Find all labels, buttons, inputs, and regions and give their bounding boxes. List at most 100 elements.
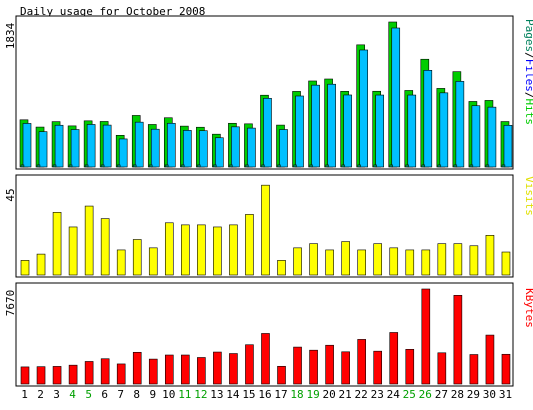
bar-files-day-1 <box>22 123 32 168</box>
bar-kbytes-day-13 <box>213 351 222 385</box>
bar-visits-day-22 <box>357 249 366 276</box>
legend-hits_files: Pages/Files/Hits <box>523 19 533 125</box>
bar-pages-day-16 <box>261 164 265 168</box>
bar-files-day-22 <box>359 49 368 168</box>
bar-pages-day-22 <box>357 164 361 168</box>
day-label-21: 21 <box>339 388 352 401</box>
legend-item-kbytes-0: KBytes <box>523 288 533 328</box>
bar-files-day-23 <box>375 94 385 168</box>
legend-item-hits_files-1: / <box>523 52 533 59</box>
bar-visits-day-29 <box>469 245 479 276</box>
bar-pages-day-5 <box>84 164 89 168</box>
bar-pages-day-10 <box>165 164 169 168</box>
bar-kbytes-day-17 <box>277 365 286 385</box>
bar-files-day-26 <box>423 70 433 168</box>
bar-files-day-20 <box>327 83 336 168</box>
bar-kbytes-day-14 <box>229 353 238 385</box>
bar-files-day-31 <box>503 125 513 168</box>
bar-visits-day-2 <box>36 253 46 276</box>
bar-visits-day-26 <box>421 249 431 276</box>
bar-files-day-3 <box>54 124 64 168</box>
bar-files-day-28 <box>455 81 465 168</box>
day-label-22: 22 <box>355 388 368 401</box>
bar-pages-day-14 <box>229 164 233 168</box>
bar-files-day-21 <box>343 94 352 168</box>
bar-visits-day-30 <box>485 235 495 276</box>
bar-pages-day-9 <box>149 164 153 168</box>
bar-files-day-14 <box>231 126 240 168</box>
bar-pages-day-25 <box>405 164 409 168</box>
bar-kbytes-day-9 <box>148 358 158 385</box>
legend-item-hits_files-4: Hits <box>523 99 533 126</box>
legend-item-visits-0: Visits <box>523 176 533 216</box>
bar-files-day-10 <box>166 122 176 168</box>
bar-visits-day-12 <box>197 224 206 276</box>
day-label-5: 5 <box>85 388 92 401</box>
day-label-20: 20 <box>322 388 335 401</box>
day-label-3: 3 <box>53 388 60 401</box>
bar-files-day-5 <box>86 124 96 168</box>
bar-pages-day-28 <box>453 164 458 168</box>
bar-visits-day-5 <box>84 205 94 276</box>
bar-pages-day-23 <box>373 164 377 168</box>
day-label-13: 13 <box>210 388 223 401</box>
bar-files-day-17 <box>279 129 288 168</box>
day-label-16: 16 <box>258 388 271 401</box>
legend-item-hits_files-3: / <box>523 92 533 99</box>
bar-files-day-18 <box>295 95 304 168</box>
bar-pages-day-31 <box>501 164 506 168</box>
bar-visits-day-8 <box>132 239 142 276</box>
day-label-30: 30 <box>483 388 496 401</box>
bar-files-day-8 <box>134 121 144 168</box>
bar-visits-day-25 <box>405 249 415 276</box>
bar-kbytes-day-6 <box>100 358 110 385</box>
bar-kbytes-day-16 <box>261 333 270 385</box>
bar-visits-day-17 <box>277 260 286 276</box>
bar-pages-day-21 <box>341 164 345 168</box>
day-label-9: 9 <box>149 388 156 401</box>
bar-pages-day-30 <box>485 164 490 168</box>
bar-files-day-15 <box>247 127 256 168</box>
day-label-23: 23 <box>371 388 384 401</box>
bar-files-day-7 <box>118 138 128 168</box>
bar-visits-day-28 <box>453 243 463 276</box>
bar-visits-day-15 <box>245 214 254 276</box>
bar-pages-day-24 <box>389 164 393 168</box>
bar-kbytes-day-22 <box>357 339 366 385</box>
legend-visits: Visits <box>523 176 533 216</box>
bar-kbytes-day-12 <box>197 357 206 385</box>
bar-pages-day-13 <box>213 164 217 168</box>
ymax-label-hits_files: 1834 <box>4 22 17 49</box>
day-label-14: 14 <box>226 388 240 401</box>
ymax-label-kbytes: 7670 <box>4 290 17 317</box>
bar-files-day-9 <box>150 128 160 168</box>
bar-kbytes-day-18 <box>293 346 302 385</box>
bar-files-day-13 <box>215 137 224 168</box>
bar-kbytes-day-5 <box>84 361 94 385</box>
bar-visits-day-3 <box>52 212 62 276</box>
bar-visits-day-7 <box>116 249 126 276</box>
bar-files-day-11 <box>183 130 192 168</box>
bar-kbytes-day-23 <box>373 350 383 385</box>
bar-kbytes-day-3 <box>52 366 62 385</box>
bar-pages-day-7 <box>116 164 121 168</box>
bar-pages-day-27 <box>437 164 442 168</box>
bar-kbytes-day-21 <box>341 351 350 385</box>
day-label-15: 15 <box>242 388 255 401</box>
bar-files-day-6 <box>102 124 112 168</box>
day-label-28: 28 <box>451 388 464 401</box>
bar-visits-day-4 <box>68 226 78 276</box>
bar-kbytes-day-8 <box>132 351 142 385</box>
bar-pages-day-26 <box>421 164 426 168</box>
day-label-27: 27 <box>435 388 448 401</box>
bar-kbytes-day-2 <box>36 366 46 385</box>
day-label-17: 17 <box>274 388 287 401</box>
bar-visits-day-14 <box>229 224 238 276</box>
legend-item-hits_files-0: Pages <box>523 19 533 52</box>
bar-files-day-24 <box>391 27 401 168</box>
bar-kbytes-day-28 <box>453 295 463 385</box>
bar-pages-day-12 <box>197 164 201 168</box>
bar-kbytes-day-30 <box>485 334 495 385</box>
bar-kbytes-day-4 <box>68 364 78 385</box>
